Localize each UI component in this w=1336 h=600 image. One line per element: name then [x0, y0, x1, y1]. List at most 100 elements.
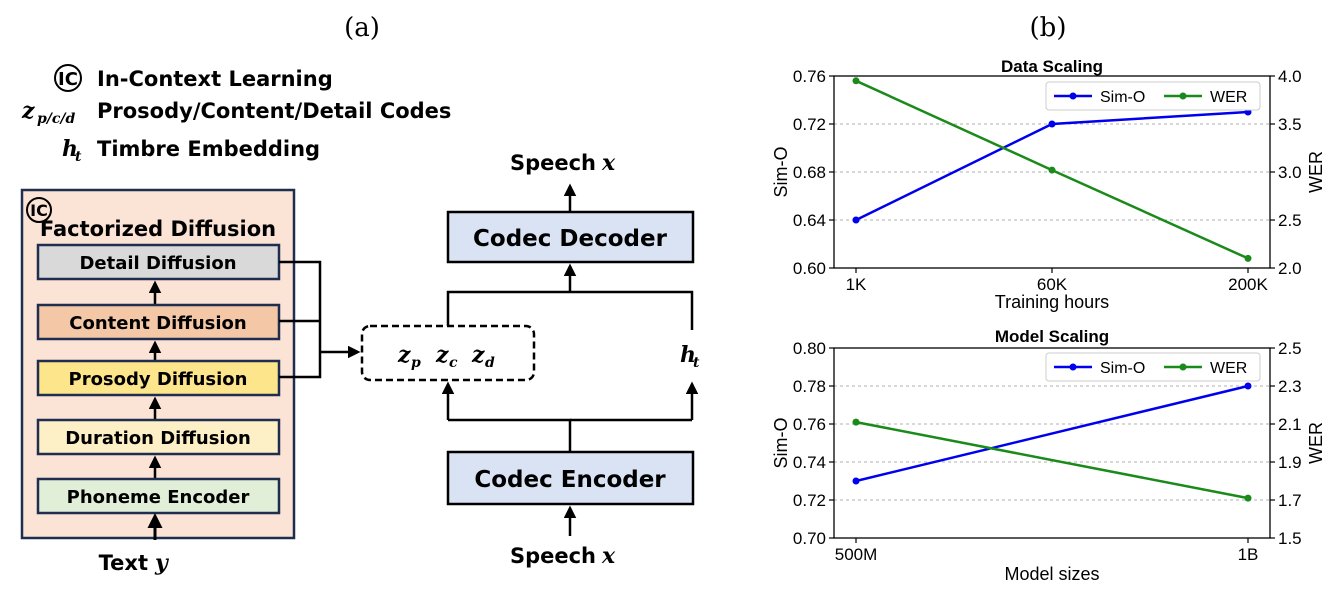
data-point-sim-o — [852, 216, 860, 224]
panel-b-label: (b) — [1030, 13, 1067, 43]
text-input-word: Text — [99, 551, 148, 575]
x-tick-label: 1K — [846, 275, 867, 294]
y-tick-label: 0.72 — [793, 115, 826, 134]
model-scaling-chart: 0.70 0.72 0.74 0.76 0.78 0.80 1.5 1.7 1.9 2.1 2.3 2… — [771, 327, 1326, 584]
codec-encoder-box — [446, 450, 695, 506]
y2-tick-label: 2.0 — [1278, 259, 1302, 278]
x-axis-label: Training hours — [995, 292, 1109, 312]
content-module-label: Content Diffusion — [69, 313, 246, 334]
phoneme-module-box — [36, 477, 281, 515]
codec-decoder: Codec Decoder — [446, 210, 695, 264]
legend-wer-label: WER — [1210, 360, 1247, 377]
codes-box: z p z c z d — [360, 324, 536, 382]
content-module-box — [36, 303, 281, 341]
panel-a-label: (a) — [344, 13, 380, 43]
data-scaling-chart: 0.60 0.64 0.68 0.72 0.76 2.0 2.5 3.0 3.5 4.0 1K 60K… — [771, 57, 1326, 312]
z-legend-text: Prosody/Content/Detail Codes — [97, 99, 451, 123]
legend-box — [1045, 352, 1261, 382]
legend-wer-marker — [1179, 363, 1187, 371]
y-tick-label: 0.68 — [793, 163, 826, 182]
data-point-sim-o — [852, 477, 860, 485]
ic-legend-text: In-Context Learning — [97, 67, 333, 91]
x-tick-label: 60K — [1037, 275, 1068, 294]
y-tick-label: 0.80 — [793, 339, 826, 358]
fd-ic-symbol: IC — [30, 201, 48, 220]
code-zp: z — [397, 342, 411, 368]
codec-connectors — [441, 183, 699, 536]
y2-tick-label: 2.5 — [1278, 211, 1302, 230]
speech-out-word: Speech — [510, 151, 596, 175]
prosody-connector — [279, 352, 322, 379]
y2-tick-label: 3.5 — [1278, 115, 1302, 134]
codec-decoder-label: Codec Decoder — [473, 226, 668, 252]
code-zc-sub: c — [449, 355, 458, 371]
legend-box — [1045, 81, 1261, 111]
fd-ic-circle — [26, 197, 52, 223]
y2-axis-label: WER — [1306, 422, 1326, 464]
duration-module-label: Duration Diffusion — [65, 428, 251, 449]
code-zc: z — [435, 342, 449, 368]
z-legend-symbol: z — [21, 98, 35, 124]
code-zd-sub: d — [485, 355, 495, 371]
legend-a: IC In-Context Learning z p/c/d Prosody/C… — [21, 64, 451, 165]
data-point-wer — [1244, 254, 1252, 262]
y-tick-label: 0.76 — [793, 67, 826, 86]
data-point-sim-o — [1244, 382, 1252, 390]
ic-symbol: IC — [58, 69, 78, 90]
speech-out-var: x — [601, 150, 616, 176]
detail-module-label: Detail Diffusion — [79, 253, 236, 274]
y2-tick-label: 1.7 — [1278, 491, 1302, 510]
y-tick-label: 0.74 — [793, 453, 826, 472]
y2-tick-label: 1.5 — [1278, 529, 1302, 548]
y2-tick-label: 1.9 — [1278, 453, 1302, 472]
text-input-var: y — [154, 550, 170, 576]
text-input: Text y — [99, 513, 170, 576]
data-point-wer — [852, 418, 860, 426]
series-line-sim-o — [855, 110, 1249, 222]
legend-sim-marker — [1069, 363, 1077, 371]
data-point-wer — [1244, 494, 1252, 502]
ic-circle — [54, 64, 82, 92]
x-tick-label: 1B — [1238, 545, 1259, 564]
chart-title: Model Scaling — [995, 327, 1109, 346]
y-tick-label: 0.78 — [793, 377, 826, 396]
y-tick-label: 0.72 — [793, 491, 826, 510]
data-point-wer — [1048, 166, 1056, 174]
panel-a: (a) IC In-Context Learning z p/c/d Proso… — [20, 13, 700, 576]
duration-module-box — [36, 418, 281, 456]
y2-tick-label: 2.3 — [1278, 377, 1302, 396]
data-point-sim-o — [1048, 120, 1056, 128]
data-point-wer — [852, 77, 860, 85]
x-tick-label: 500M — [835, 545, 878, 564]
code-zp-sub: p — [411, 355, 421, 371]
y2-tick-label: 2.5 — [1278, 339, 1302, 358]
code-zd: z — [471, 342, 485, 368]
speech-in-var: x — [601, 543, 616, 569]
z-legend-sub: p/c/d — [37, 111, 76, 127]
chart-title: Data Scaling — [1001, 57, 1103, 76]
y-tick-label: 0.70 — [793, 529, 826, 548]
prosody-module-label: Prosody Diffusion — [69, 369, 248, 390]
y-axis-label: Sim-O — [771, 418, 791, 469]
y2-tick-label: 2.1 — [1278, 415, 1302, 434]
codec-encoder-label: Codec Encoder — [474, 467, 666, 493]
timbre-symbol: h — [680, 342, 696, 368]
h-legend-sub: t — [75, 149, 82, 165]
timbre-sub: t — [693, 355, 700, 371]
codec-encoder: Codec Encoder — [446, 450, 695, 506]
prosody-module-box — [36, 359, 281, 397]
y2-tick-label: 3.0 — [1278, 163, 1302, 182]
y-axis-label: Sim-O — [771, 147, 791, 198]
encoder-output-split — [448, 418, 572, 452]
decoder-input-bracket — [446, 290, 694, 330]
fd-connectors — [279, 260, 361, 379]
fd-title: Factorized Diffusion — [40, 217, 276, 241]
y2-tick-label: 4.0 — [1278, 67, 1302, 86]
plot-frame — [833, 347, 1271, 539]
legend-wer-marker — [1179, 92, 1187, 100]
y-tick-label: 0.64 — [793, 211, 826, 230]
y-tick-label: 0.60 — [793, 259, 826, 278]
x-tick-label: 200K — [1228, 275, 1268, 294]
legend-sim-marker — [1069, 92, 1077, 100]
